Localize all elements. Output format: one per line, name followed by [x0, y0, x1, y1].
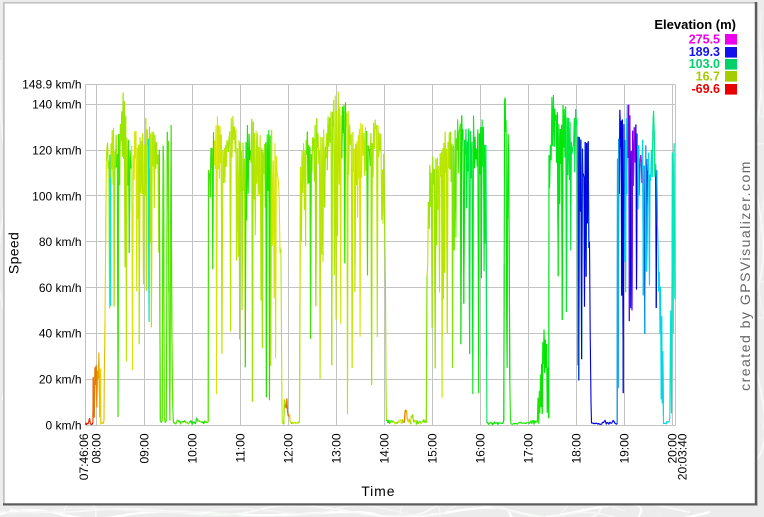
svg-text:18:00: 18:00 [569, 433, 583, 463]
svg-text:20:00: 20:00 [665, 433, 679, 463]
svg-text:Elevation (m): Elevation (m) [654, 17, 736, 32]
svg-text:20:03:40: 20:03:40 [676, 433, 690, 480]
svg-text:103.0: 103.0 [689, 57, 720, 71]
svg-text:09:00: 09:00 [137, 433, 151, 463]
svg-text:275.5: 275.5 [689, 33, 720, 47]
svg-text:11:00: 11:00 [233, 433, 247, 462]
svg-text:80 km/h: 80 km/h [39, 235, 82, 249]
svg-text:0 km/h: 0 km/h [45, 418, 81, 432]
svg-text:13:00: 13:00 [329, 433, 343, 463]
svg-text:60 km/h: 60 km/h [39, 281, 82, 295]
svg-text:17:00: 17:00 [521, 433, 535, 463]
svg-text:19:00: 19:00 [617, 433, 631, 463]
svg-text:10:00: 10:00 [185, 433, 199, 463]
svg-text:189.3: 189.3 [689, 45, 720, 59]
svg-text:Speed: Speed [6, 232, 22, 274]
svg-text:140 km/h: 140 km/h [32, 98, 81, 112]
svg-text:20 km/h: 20 km/h [39, 373, 82, 387]
svg-text:148.9 km/h: 148.9 km/h [22, 77, 81, 91]
svg-text:14:00: 14:00 [377, 433, 391, 463]
svg-text:-69.6: -69.6 [692, 82, 721, 96]
svg-text:15:00: 15:00 [425, 433, 439, 463]
svg-text:16:00: 16:00 [473, 433, 487, 463]
svg-text:Time: Time [361, 483, 395, 499]
svg-text:07:46:06: 07:46:06 [77, 433, 91, 480]
svg-text:16.7: 16.7 [696, 70, 720, 84]
svg-text:120 km/h: 120 km/h [32, 144, 81, 158]
svg-text:08:00: 08:00 [89, 433, 103, 463]
svg-text:12:00: 12:00 [281, 433, 295, 463]
svg-text:40 km/h: 40 km/h [39, 327, 82, 341]
svg-text:100 km/h: 100 km/h [32, 189, 81, 203]
svg-text:created by GPSVisualizer.com: created by GPSVisualizer.com [737, 160, 753, 391]
